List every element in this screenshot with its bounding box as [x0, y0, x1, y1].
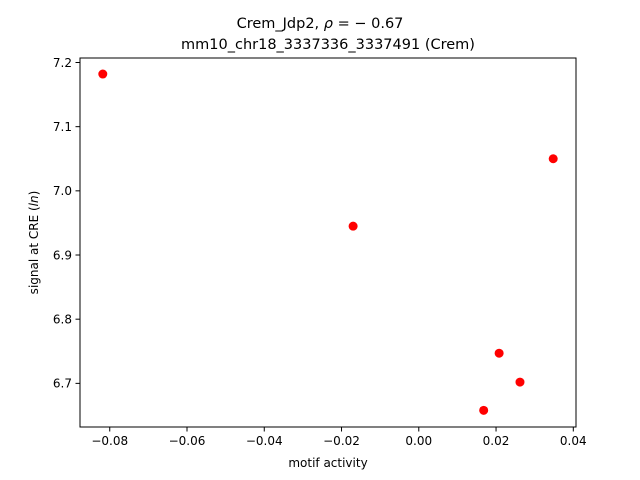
y-axis-label: signal at CRE (ln): [27, 191, 41, 295]
x-tick-label: −0.02: [323, 434, 360, 448]
x-tick-label: 0.04: [560, 434, 587, 448]
x-tick-label: 0.02: [483, 434, 510, 448]
chart-title-line1: Crem_Jdp2, ρ = − 0.67: [237, 16, 404, 32]
data-point: [494, 348, 504, 358]
data-points: [98, 69, 558, 415]
x-axis-label: motif activity: [288, 456, 367, 470]
y-tick-label: 7.0: [53, 184, 72, 198]
y-tick-label: 6.8: [53, 312, 72, 326]
x-tick-label: −0.08: [91, 434, 128, 448]
data-point: [515, 377, 525, 387]
y-tick-label: 6.9: [53, 248, 72, 262]
y-tick-label: 7.2: [53, 56, 72, 70]
x-tick-label: −0.06: [169, 434, 206, 448]
data-point: [479, 405, 489, 415]
x-tick-label: −0.04: [246, 434, 283, 448]
chart-title-line2: mm10_chr18_3337336_3337491 (Crem): [181, 37, 475, 53]
data-point: [548, 154, 558, 164]
data-point: [348, 221, 358, 231]
y-axis: 6.7 6.8 6.9 7.0 7.1 7.2: [53, 56, 80, 391]
y-tick-label: 6.7: [53, 377, 72, 391]
data-point: [98, 69, 108, 79]
plot-area-frame: [79, 57, 577, 428]
y-tick-label: 7.1: [53, 120, 72, 134]
x-tick-label: 0.00: [405, 434, 432, 448]
x-axis: −0.08 −0.06 −0.04 −0.02 0.00 0.02 0.04: [91, 427, 587, 448]
